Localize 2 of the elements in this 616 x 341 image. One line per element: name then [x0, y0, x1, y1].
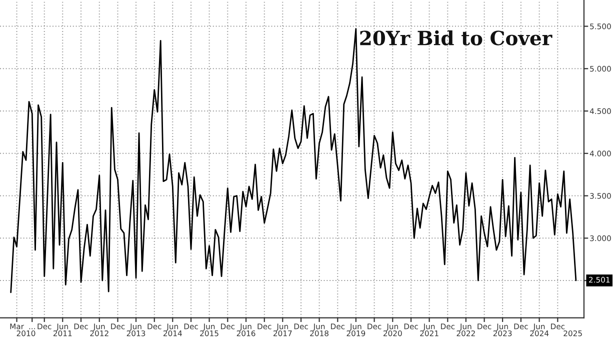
line-series — [10, 28, 577, 294]
text: 20Yr Bid to Cover — [360, 30, 552, 46]
